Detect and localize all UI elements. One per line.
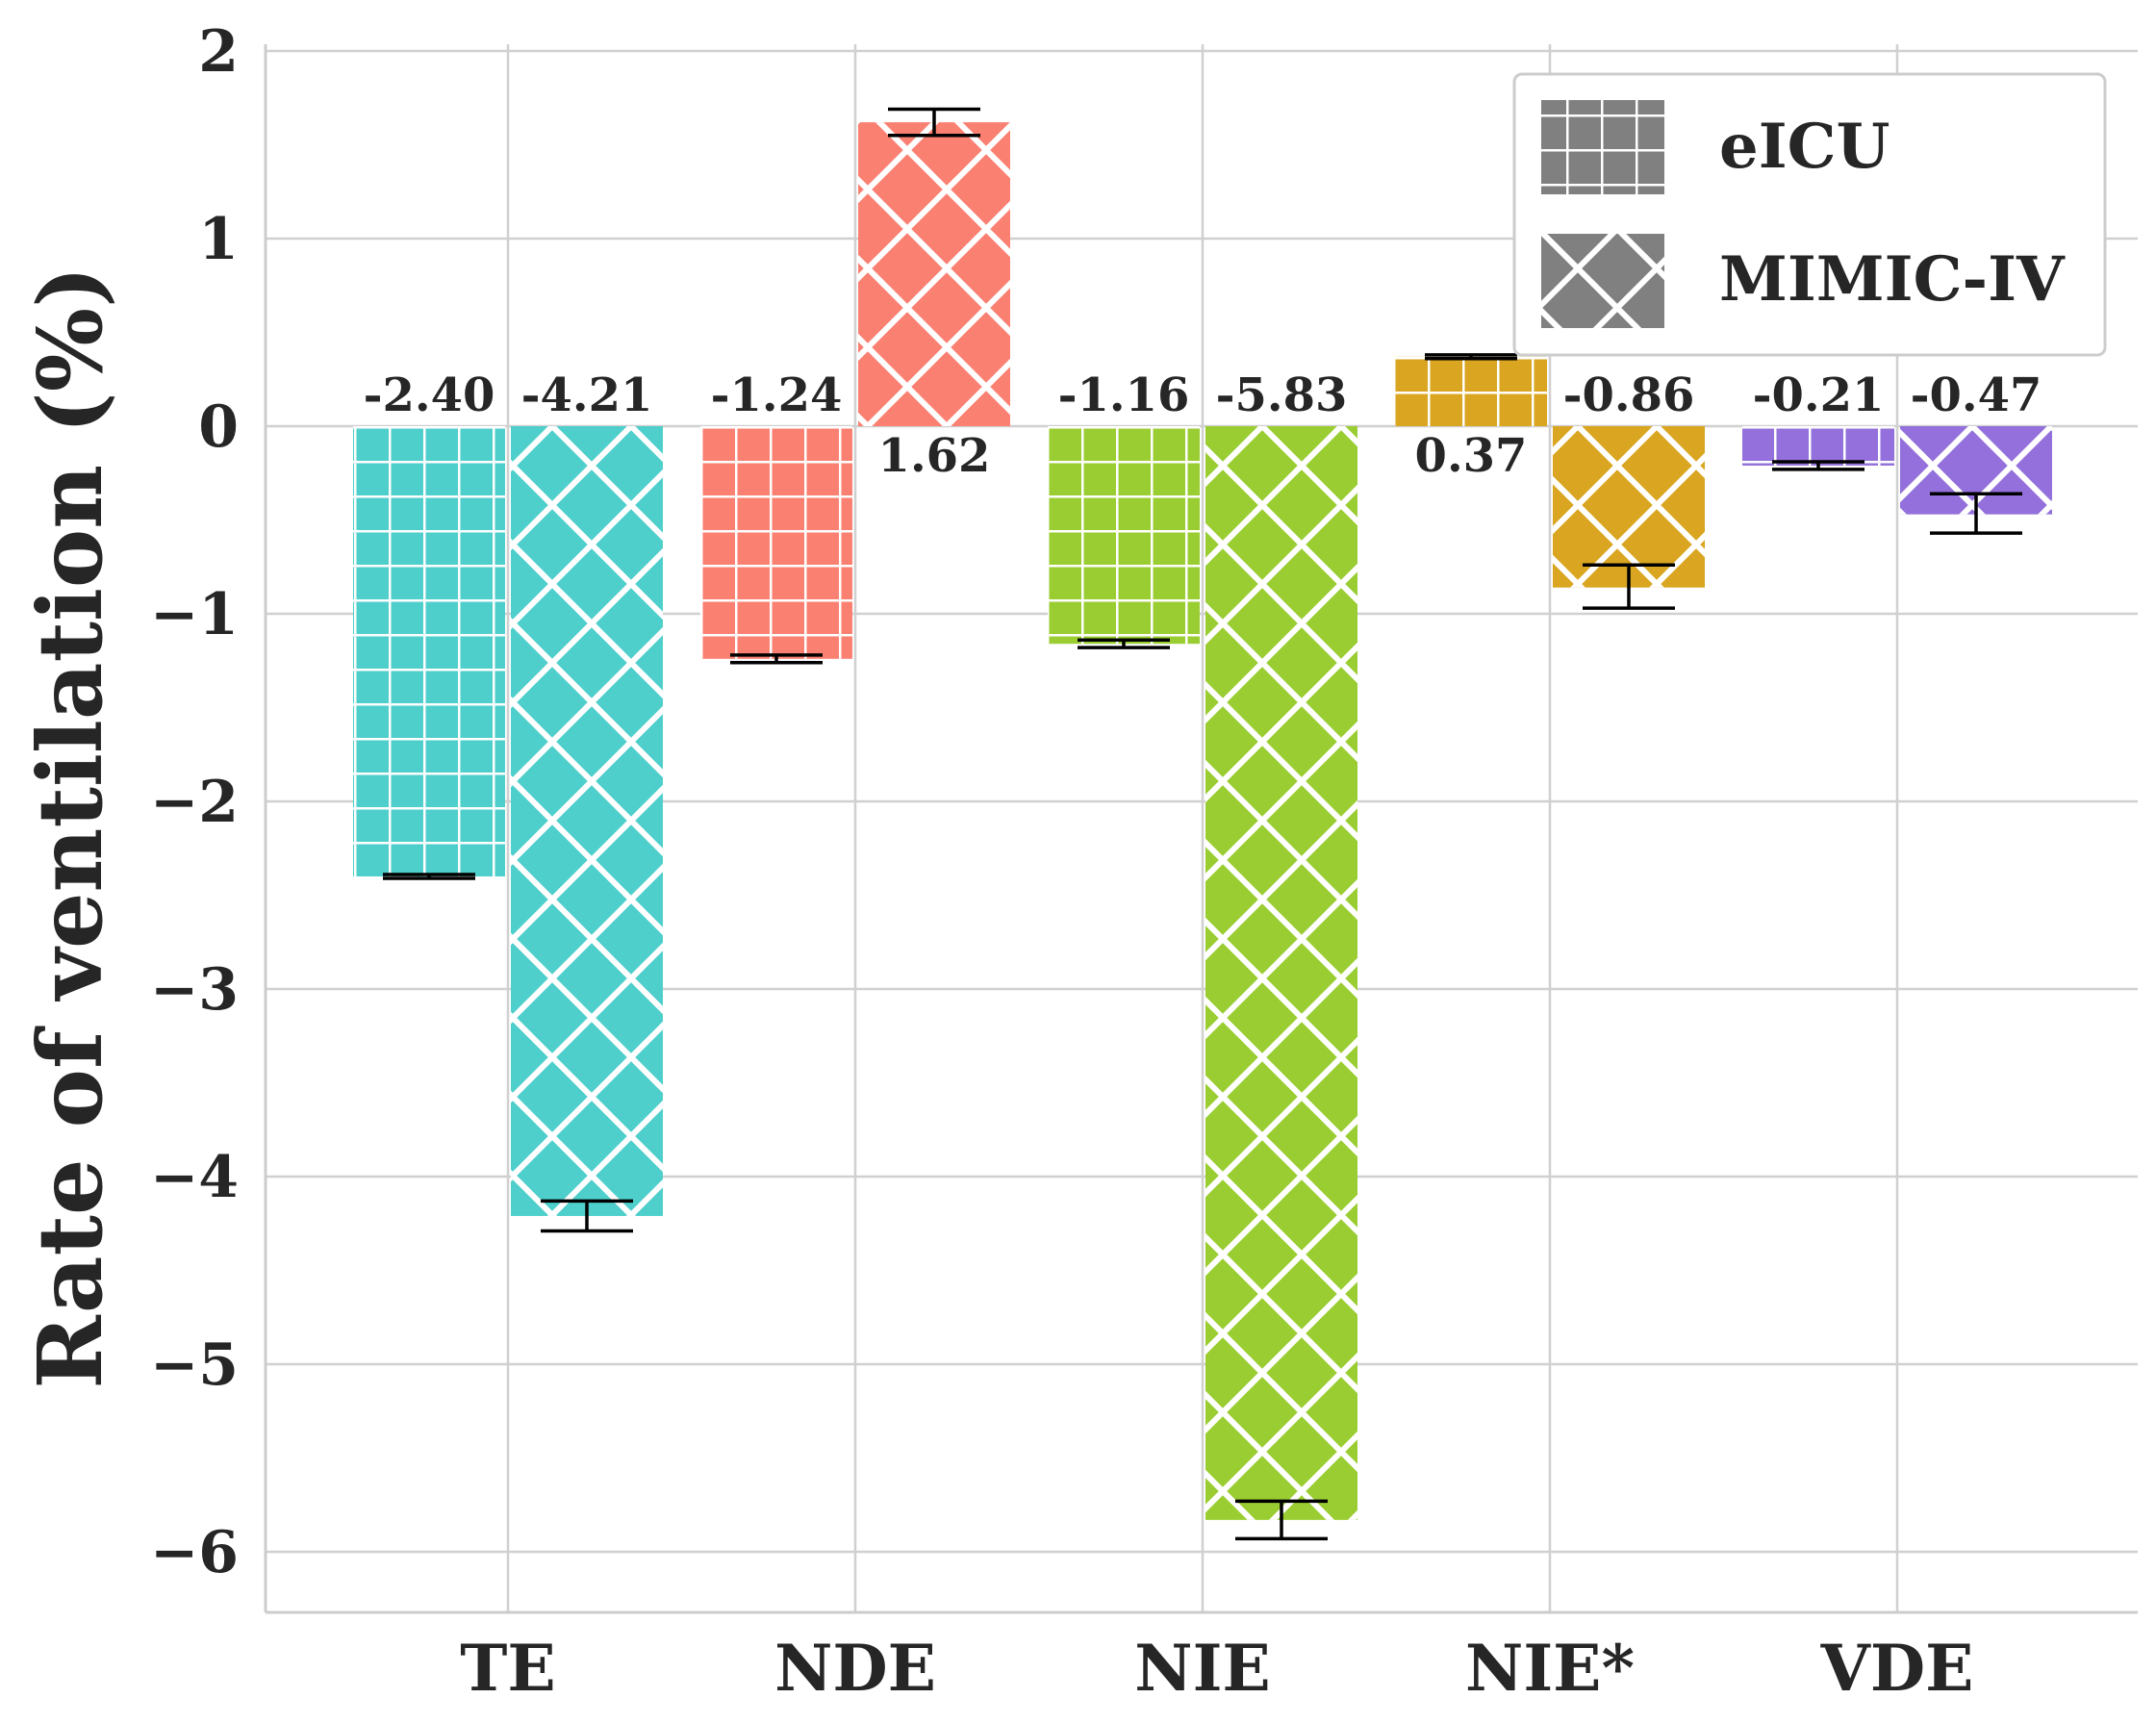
bar-mimic-iv-nde-hatch bbox=[858, 122, 1010, 426]
y-tick-label: 0 bbox=[198, 393, 239, 461]
legend-label-mimic: MIMIC-IV bbox=[1719, 243, 2066, 316]
bar-eicu-te-hatch bbox=[353, 426, 505, 876]
bar-eicu-vde-hatch bbox=[1742, 426, 1894, 466]
y-tick-labels: 2 1 0 −1 −2 −3 −4 −5 −6 bbox=[150, 18, 239, 1586]
y-tick-label: −1 bbox=[150, 581, 239, 648]
legend: eICU MIMIC-IV bbox=[1512, 72, 2107, 357]
x-tick-labels: TE NDE NIE NIE* VDE bbox=[460, 1631, 1973, 1706]
y-tick-label: −6 bbox=[150, 1519, 239, 1586]
value-label: -2.40 bbox=[364, 368, 495, 422]
bar-mimic-iv-nie-hatch bbox=[1553, 426, 1705, 588]
legend-swatch-eicu-hatch bbox=[1541, 100, 1664, 194]
y-tick-label: 1 bbox=[198, 206, 239, 273]
x-tick-label: NIE bbox=[1134, 1631, 1271, 1706]
y-axis-label: Rate of ventilation (%) bbox=[18, 266, 122, 1388]
value-label: -1.16 bbox=[1058, 368, 1190, 422]
y-tick-label: −3 bbox=[150, 956, 239, 1024]
value-label: -0.47 bbox=[1911, 368, 2042, 422]
value-labels: -2.40 -1.24 -1.16 0.37 -0.21 -4.21 1.62 -5.83 -0… bbox=[364, 368, 2042, 483]
x-tick-label: NIE* bbox=[1465, 1631, 1635, 1706]
value-label: -0.86 bbox=[1563, 368, 1695, 422]
bar-eicu-nde-hatch bbox=[700, 426, 852, 659]
legend-swatch-mimic-hatch bbox=[1541, 234, 1664, 328]
bar-mimic-iv-te-hatch bbox=[511, 426, 663, 1216]
bar-eicu-nie-hatch bbox=[1048, 426, 1200, 645]
bars bbox=[353, 122, 2052, 1520]
value-label: -1.24 bbox=[711, 368, 843, 422]
x-tick-label: TE bbox=[460, 1631, 555, 1706]
value-label: 0.37 bbox=[1415, 429, 1528, 483]
bar-mimic-iv-nie-hatch bbox=[1205, 426, 1357, 1520]
y-tick-label: −2 bbox=[150, 769, 239, 836]
value-label: -5.83 bbox=[1216, 368, 1348, 422]
value-label: 1.62 bbox=[878, 429, 991, 483]
value-label: -0.21 bbox=[1753, 368, 1885, 422]
bar-eicu-nie-hatch bbox=[1395, 356, 1547, 426]
error-bars bbox=[383, 107, 2022, 1541]
y-tick-label: −5 bbox=[150, 1331, 239, 1399]
legend-label-eicu: eICU bbox=[1719, 111, 1890, 183]
y-tick-label: 2 bbox=[198, 18, 239, 86]
x-tick-label: VDE bbox=[1820, 1631, 1974, 1706]
y-tick-label: −4 bbox=[150, 1144, 239, 1211]
x-tick-label: NDE bbox=[774, 1631, 936, 1706]
value-label: -4.21 bbox=[521, 368, 653, 422]
